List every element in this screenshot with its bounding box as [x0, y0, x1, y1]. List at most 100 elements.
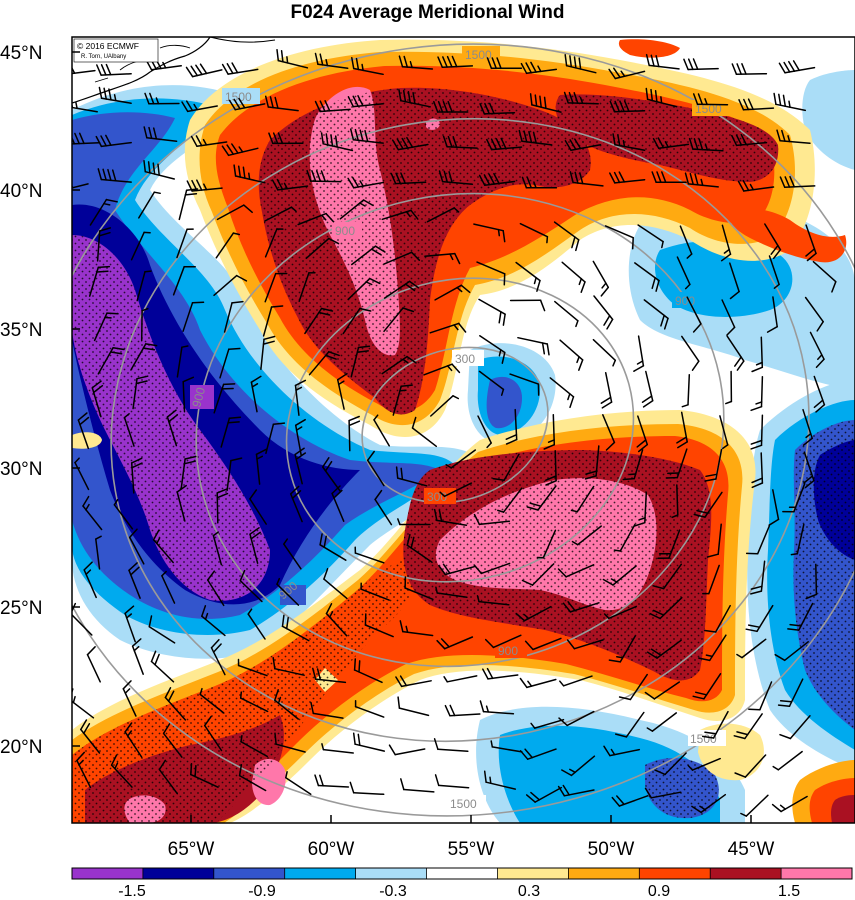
wind-barb [403, 788, 435, 793]
wind-barb-flag [600, 286, 610, 297]
wind-barb [676, 484, 679, 516]
wind-barb-flag [722, 444, 729, 450]
wind-barb-flag [736, 360, 745, 371]
wind-barb-flag [704, 629, 717, 633]
wind-barb-flag [80, 719, 88, 731]
wind-barb-flag [806, 252, 817, 262]
wind-barb-flag [107, 168, 112, 182]
wind-barb-flag [277, 696, 282, 704]
credit-box: © 2016 ECMWF R. Torn, UAlbany [73, 38, 159, 63]
wind-barb-flag [183, 460, 196, 465]
wind-barb-flag [152, 529, 160, 541]
wind-barb [394, 748, 426, 756]
wind-barb [275, 743, 306, 753]
wind-barb-flag [181, 345, 189, 348]
wind-barb-flag [406, 355, 417, 364]
wind-barb-flag [610, 578, 618, 583]
wind-barb-flag [161, 570, 167, 577]
wind-barb-flag [602, 578, 614, 586]
wind-barb-flag [274, 732, 277, 745]
wind-barb-flag [231, 62, 239, 74]
wind-barb-flag [539, 299, 546, 312]
wind-barb-flag [619, 100, 625, 113]
wind-barb-flag [108, 88, 112, 101]
wind-barb-flag [333, 489, 343, 499]
wind-barb [354, 705, 385, 718]
wind-barb-flag [133, 645, 140, 652]
wind-barb-flag [568, 91, 574, 104]
wind-barb-flag [167, 690, 175, 702]
wind-barb-flag [736, 731, 749, 736]
wind-barb-flag [82, 495, 90, 507]
wind-barb-flag [97, 265, 111, 269]
wind-barb-flag [612, 133, 616, 146]
wind-barb-flag [681, 404, 689, 408]
wind-barb [383, 307, 404, 333]
wind-barb-flag [272, 657, 276, 670]
wind-barb-flag [567, 601, 576, 612]
wind-barb-flag [650, 88, 654, 102]
wind-barb [662, 563, 683, 590]
wind-barb-flag [755, 401, 763, 405]
wind-barb-flag [328, 351, 340, 357]
wind-barb-flag [779, 804, 787, 810]
credit-line-1: © 2016 ECMWF [77, 41, 139, 51]
wind-barb-flag [276, 577, 281, 585]
map-title: F024 Average Meridional Wind [290, 2, 565, 23]
wind-barb-flag [484, 638, 495, 649]
wind-barb-flag [546, 343, 550, 356]
wind-barb [264, 206, 293, 222]
wind-barb-flag [239, 569, 246, 582]
wind-barb [478, 370, 505, 391]
wind-barb [480, 562, 511, 575]
wind-barb [619, 523, 636, 552]
wind-barb-flag [352, 176, 360, 188]
wind-barb-flag [320, 214, 327, 221]
wind-barb-flag [704, 98, 708, 106]
wind-barb-flag [295, 452, 307, 460]
wind-barb-flag [622, 139, 626, 148]
wind-barb-flag [238, 97, 246, 109]
wind-barb [226, 459, 232, 492]
wind-barb-flag [113, 94, 117, 102]
wind-barb-flag [622, 477, 636, 481]
wind-barb-flag [320, 170, 326, 183]
wind-barb [708, 564, 720, 595]
wind-barb-flag [291, 490, 302, 500]
wind-barb-flag [321, 457, 330, 468]
wind-barb [686, 296, 702, 325]
wind-barb-flag [537, 65, 542, 73]
wind-barb [789, 715, 811, 740]
wind-barb-flag [451, 55, 458, 68]
wind-barb-flag [154, 653, 160, 666]
wind-barb [262, 306, 273, 337]
wind-barb-flag [373, 414, 379, 421]
wind-barb-flag [649, 612, 661, 620]
wind-barb-flag [226, 144, 235, 155]
wind-barb-flag [156, 537, 161, 545]
wind-barb [554, 300, 579, 322]
wind-barb [744, 754, 767, 778]
wind-barb [239, 697, 269, 713]
wind-barb-flag [543, 443, 556, 450]
wind-barb-flag [755, 361, 763, 366]
wind-barb [741, 638, 767, 659]
wind-barb-flag [136, 375, 149, 380]
wind-barb-flag [374, 245, 386, 253]
wind-barb-flag [397, 696, 401, 709]
wind-barb [265, 423, 275, 455]
wind-barb-flag [687, 58, 694, 71]
wind-barb-flag [95, 535, 102, 540]
wind-barb-flag [567, 393, 571, 401]
wind-barb-flag [642, 399, 654, 408]
wind-barb-flag [526, 176, 532, 189]
wind-barbs [72, 48, 837, 817]
wind-barb-flag [771, 803, 782, 813]
wind-barb [239, 579, 263, 603]
wind-barb-flag [182, 376, 195, 383]
wind-barb [95, 538, 101, 570]
wind-barb-flag [569, 396, 575, 409]
wind-barb-flag [212, 643, 222, 653]
wind-barb-flag [272, 422, 286, 426]
wind-barb-flag [783, 61, 791, 73]
